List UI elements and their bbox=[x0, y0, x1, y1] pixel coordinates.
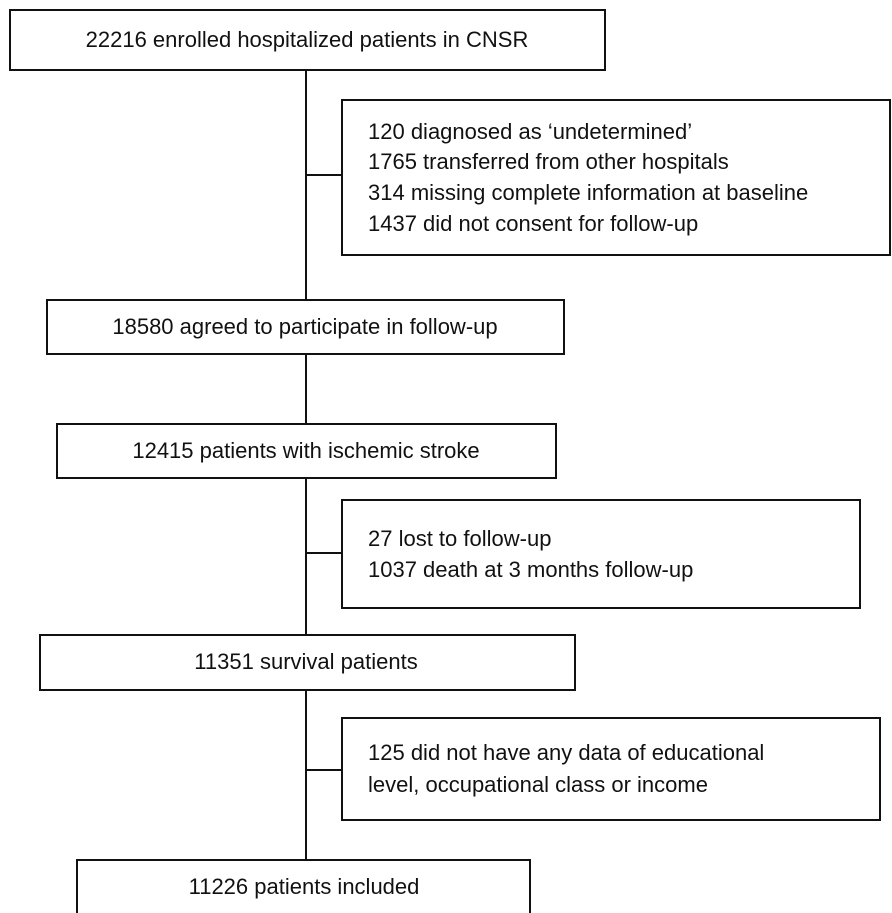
node-label: 22216 enrolled hospitalized patients in … bbox=[86, 27, 529, 52]
node-label: 12415 patients with ischemic stroke bbox=[132, 438, 479, 463]
exclusion-line: 1037 death at 3 months follow-up bbox=[368, 557, 693, 582]
node-label: 11351 survival patients bbox=[194, 649, 417, 674]
node-label: 11226 patients included bbox=[189, 874, 420, 899]
exclusion-line: 1765 transferred from other hospitals bbox=[368, 149, 729, 174]
exclusion-box bbox=[341, 499, 861, 609]
exclusion-line: 314 missing complete information at base… bbox=[368, 180, 808, 205]
exclusion-line: 1437 did not consent for follow-up bbox=[368, 211, 698, 236]
node-box bbox=[46, 299, 565, 355]
exclusion-line: level, occupational class or income bbox=[368, 772, 708, 797]
exclusion-line: 125 did not have any data of educational bbox=[368, 740, 764, 765]
exclusion-box bbox=[341, 717, 881, 821]
node-label: 18580 agreed to participate in follow-up bbox=[112, 314, 497, 339]
exclusion-box bbox=[341, 99, 891, 256]
exclusion-line: 27 lost to follow-up bbox=[368, 526, 551, 551]
node-box bbox=[56, 423, 557, 479]
exclusion-line: 120 diagnosed as ‘undetermined’ bbox=[368, 119, 692, 144]
connectors bbox=[305, 70, 342, 860]
node-box bbox=[39, 634, 576, 691]
node-box bbox=[9, 9, 606, 71]
node-box bbox=[76, 859, 531, 913]
